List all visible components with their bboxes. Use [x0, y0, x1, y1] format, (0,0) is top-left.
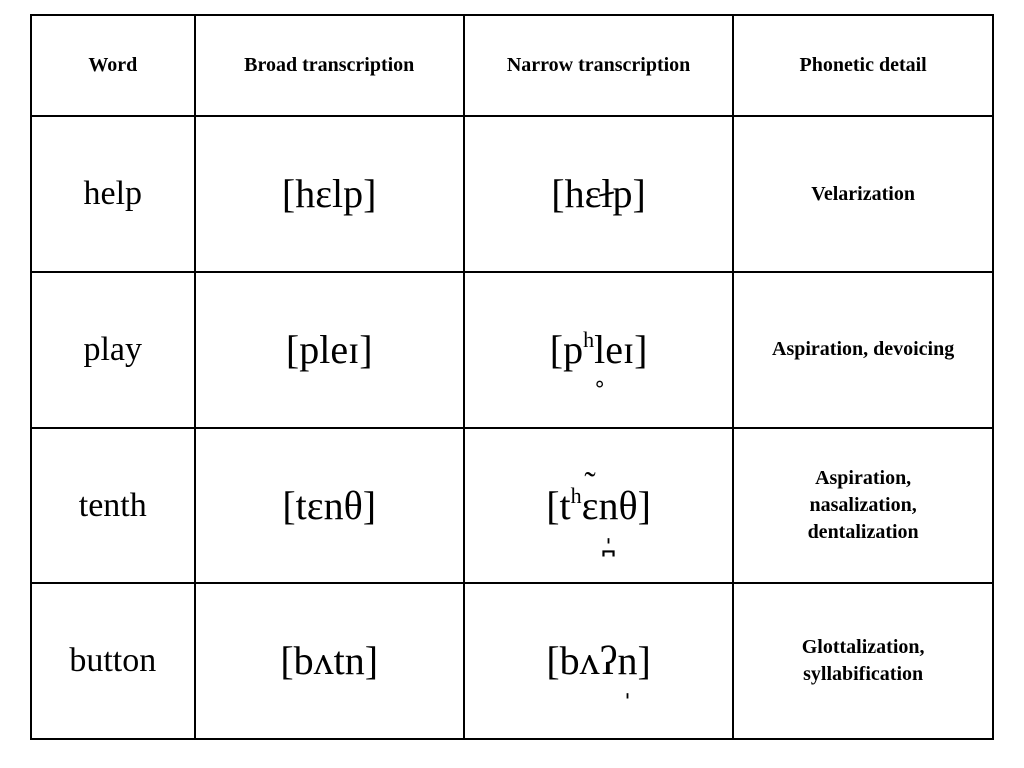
narrow-cell: [bʌʔn̩]	[464, 583, 733, 739]
col-header-word: Word	[31, 15, 195, 116]
table-row: play [pleɪ] [phl˳eɪ] Aspiration, devoici…	[31, 272, 993, 428]
broad-cell: [hɛlp]	[195, 116, 464, 272]
word-cell: button	[31, 583, 195, 739]
broad-cell: [pleɪ]	[195, 272, 464, 428]
detail-cell: Velarization	[733, 116, 993, 272]
narrow-cell: [hɛlp]	[464, 116, 733, 272]
broad-cell: [bʌtn]	[195, 583, 464, 739]
col-header-broad: Broad transcription	[195, 15, 464, 116]
detail-cell: Aspiration,nasalization,dentalization	[733, 428, 993, 584]
narrow-cell: [thɛ˜n̩̪θ]	[464, 428, 733, 584]
table-row: tenth [tɛnθ] [thɛ˜n̩̪θ] Aspiration,nasal…	[31, 428, 993, 584]
table-row: help [hɛlp] [hɛlp] Velarization	[31, 116, 993, 272]
col-header-detail: Phonetic detail	[733, 15, 993, 116]
col-header-narrow: Narrow transcription	[464, 15, 733, 116]
phonetics-table: Word Broad transcription Narrow transcri…	[30, 14, 994, 740]
detail-cell: Aspiration, devoicing	[733, 272, 993, 428]
word-cell: help	[31, 116, 195, 272]
broad-cell: [tɛnθ]	[195, 428, 464, 584]
word-cell: play	[31, 272, 195, 428]
table-row: button [bʌtn] [bʌʔn̩] Glottalization,syl…	[31, 583, 993, 739]
narrow-cell: [phl˳eɪ]	[464, 272, 733, 428]
word-cell: tenth	[31, 428, 195, 584]
table-header-row: Word Broad transcription Narrow transcri…	[31, 15, 993, 116]
detail-cell: Glottalization,syllabification	[733, 583, 993, 739]
